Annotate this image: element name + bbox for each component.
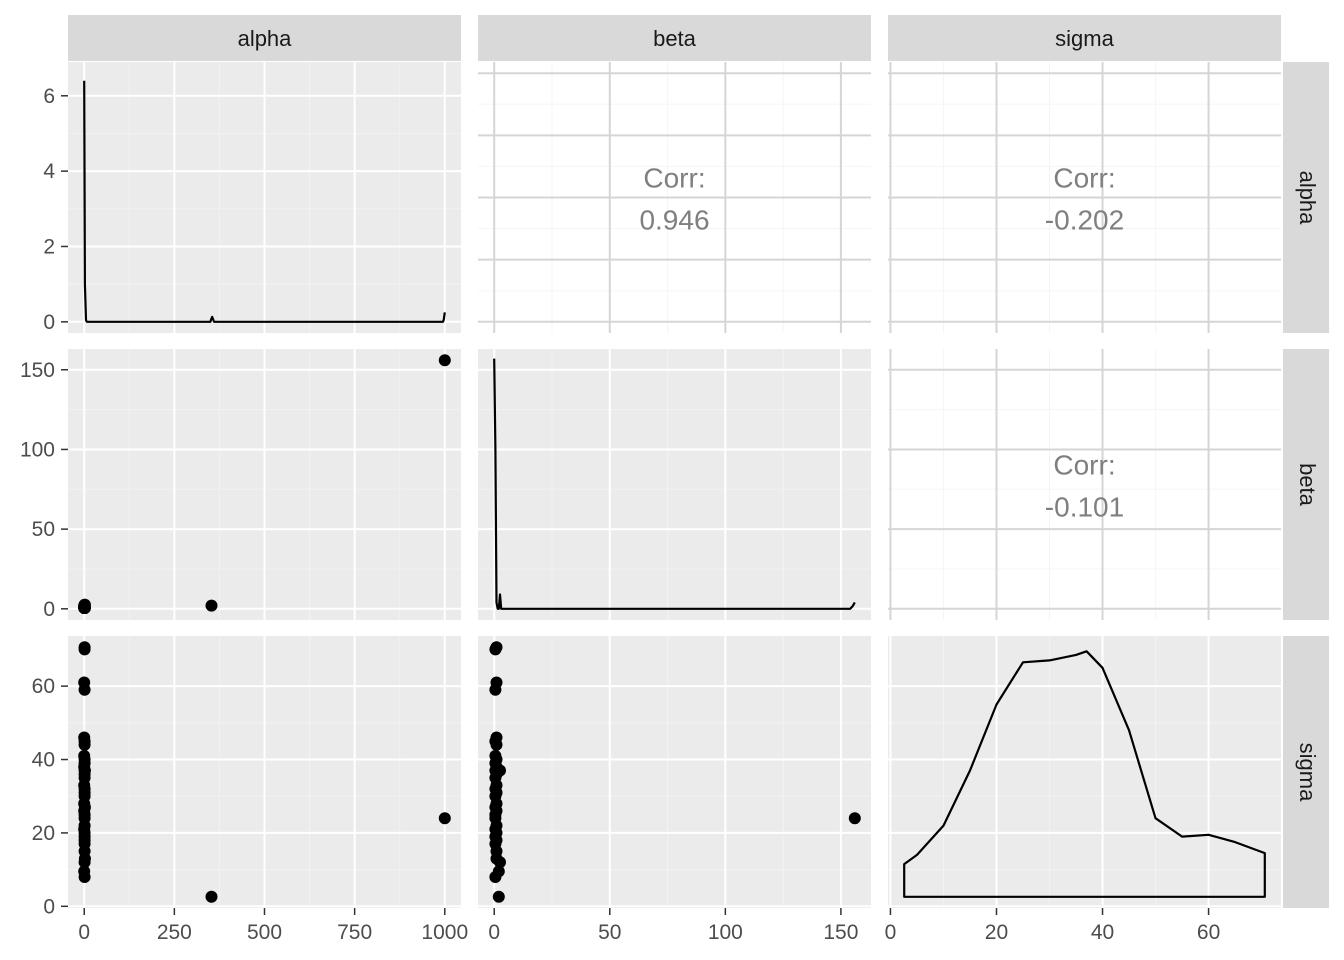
- corr-label: Corr:: [643, 163, 705, 194]
- x-tick-label-alpha: 500: [247, 921, 282, 944]
- panel-beta-beta: [478, 349, 871, 620]
- strip-row-beta: [1283, 349, 1329, 620]
- y-tick-label-alpha: 0: [43, 311, 55, 334]
- x-tick-label-alpha: 250: [157, 921, 192, 944]
- panel-sigma-alpha: [68, 636, 461, 908]
- y-tick-label-beta: 50: [32, 518, 55, 541]
- x-tick-label-alpha: 1000: [421, 921, 468, 944]
- scatter-point: [494, 856, 506, 869]
- density-curve-alpha: [83, 80, 446, 323]
- panel-background: [888, 636, 1281, 908]
- y-tick-label-alpha: 4: [43, 160, 55, 183]
- panel-beta-alpha: [68, 349, 461, 620]
- scatter-point: [490, 738, 503, 751]
- scatter-point: [205, 599, 218, 612]
- panel-beta-sigma: Corr: -0.101: [888, 349, 1281, 620]
- x-tick-label-sigma: 0: [885, 921, 897, 944]
- panel-sigma-beta: [478, 636, 871, 908]
- strip-col-alpha: [68, 15, 461, 61]
- density-curve-sigma: [903, 650, 1266, 898]
- x-tick-label-alpha: 750: [337, 921, 372, 944]
- strip-col-label-sigma: sigma: [1055, 26, 1114, 51]
- scatter-point: [492, 890, 505, 903]
- corr-value: 0.946: [639, 205, 709, 236]
- panel-background: [478, 349, 871, 620]
- corr-label: Corr:: [1053, 163, 1115, 194]
- density-curve-beta: [493, 358, 856, 610]
- x-tick-label-sigma: 20: [985, 921, 1008, 944]
- strip-col-label-alpha: alpha: [238, 26, 293, 51]
- x-tick-label-beta: 50: [598, 921, 621, 944]
- x-tick-label-sigma: 40: [1091, 921, 1114, 944]
- scatter-point: [78, 845, 91, 858]
- scatter-point: [78, 871, 91, 883]
- strip-row-alpha: [1283, 62, 1329, 333]
- scatter-point: [489, 808, 502, 821]
- strip-col-beta: [478, 15, 871, 61]
- y-tick-label-sigma: 40: [32, 749, 55, 772]
- strip-row-sigma: [1283, 636, 1329, 908]
- strip-col-label-beta: beta: [653, 26, 697, 51]
- scatter-point: [78, 808, 91, 821]
- y-tick-label-beta: 0: [43, 598, 55, 621]
- panel-alpha-beta: Corr: 0.946: [478, 62, 871, 333]
- scatter-point: [78, 598, 91, 611]
- scatter-point: [205, 890, 218, 903]
- scatter-point: [78, 643, 91, 656]
- y-tick-label-alpha: 6: [43, 85, 55, 108]
- x-tick-label-beta: 150: [823, 921, 858, 944]
- scatter-point: [78, 764, 91, 777]
- strip-row-label-alpha: alpha: [1295, 171, 1320, 226]
- y-tick-label-sigma: 0: [43, 895, 55, 918]
- strip-col-sigma: [888, 15, 1281, 61]
- scatter-point: [489, 871, 502, 883]
- scatter-point: [78, 738, 91, 751]
- scatter-point: [848, 812, 861, 825]
- strip-row-label-sigma: sigma: [1295, 743, 1320, 802]
- scatter-point: [490, 845, 503, 858]
- x-tick-label-beta: 0: [488, 921, 500, 944]
- y-tick-label-beta: 150: [20, 359, 55, 382]
- y-tick-label-alpha: 2: [43, 235, 55, 258]
- corr-value: -0.101: [1045, 492, 1124, 523]
- y-tick-label-sigma: 60: [32, 675, 55, 698]
- strip-row-label-beta: beta: [1295, 463, 1320, 507]
- panel-background: [478, 636, 871, 908]
- scatter-point: [489, 683, 502, 696]
- scatter-point: [489, 643, 502, 656]
- y-tick-label-beta: 100: [20, 438, 55, 461]
- scatter-point: [78, 856, 91, 869]
- scatter-point: [494, 764, 506, 777]
- x-tick-label-beta: 100: [708, 921, 743, 944]
- panel-alpha-alpha: [68, 62, 461, 333]
- y-tick-label-sigma: 20: [32, 822, 55, 845]
- corr-label: Corr:: [1053, 450, 1115, 481]
- panel-alpha-sigma: Corr: -0.202: [888, 62, 1281, 333]
- corr-value: -0.202: [1045, 205, 1124, 236]
- scatter-point: [438, 354, 451, 367]
- panel-sigma-sigma: [888, 636, 1281, 908]
- scatter-point: [438, 812, 451, 825]
- x-tick-label-sigma: 60: [1197, 921, 1220, 944]
- scatter-point: [78, 683, 91, 696]
- x-tick-label-alpha: 0: [78, 921, 90, 944]
